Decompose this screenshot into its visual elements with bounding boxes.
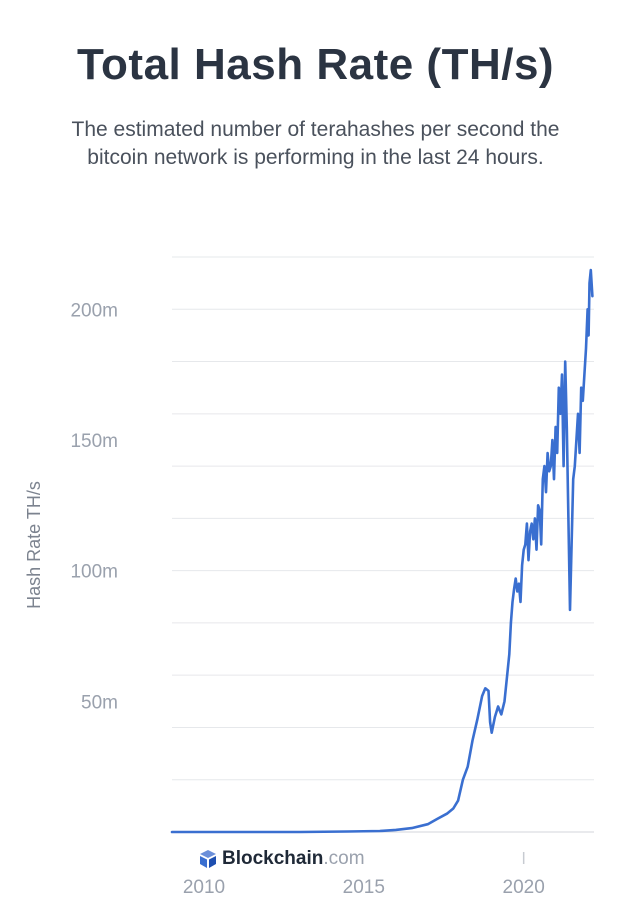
blockchain-logo-icon <box>200 850 216 868</box>
brand-name: Blockchain <box>222 848 324 869</box>
chart-title: Total Hash Rate (TH/s) <box>76 40 555 89</box>
x-tick-label: 2010 <box>183 877 225 898</box>
brand-tld: .com <box>323 848 365 869</box>
y-axis-label: Hash Rate TH/s <box>24 481 44 609</box>
brand-logo: Blockchain .com <box>198 847 365 871</box>
chart-subtitle: The estimated number of terahashes per s… <box>71 118 560 169</box>
x-tick-label: 2020 <box>503 877 545 898</box>
y-tick-label: 200m <box>70 300 118 321</box>
x-tick-label: 2015 <box>343 877 385 898</box>
y-tick-label: 50m <box>81 692 118 713</box>
y-tick-label: 150m <box>70 431 118 452</box>
y-tick-label: 100m <box>70 562 118 583</box>
series-line-hash-rate <box>170 268 594 834</box>
